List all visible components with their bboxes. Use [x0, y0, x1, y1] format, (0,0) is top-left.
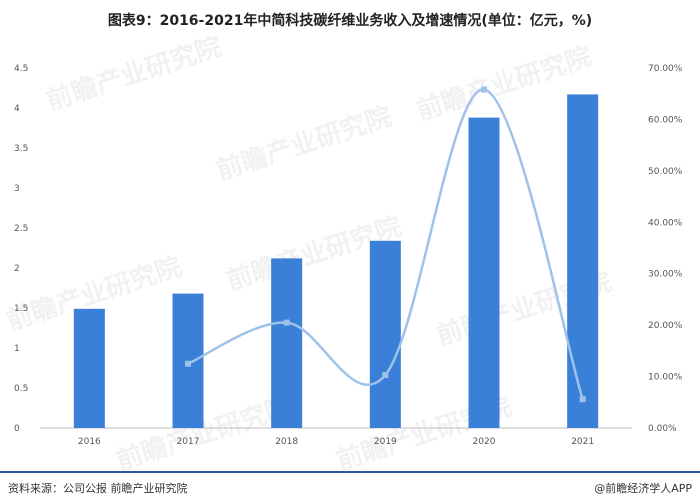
growth-point-2020 [481, 86, 487, 93]
left-tick-label: 3 [14, 184, 20, 194]
left-tick-label: 0 [14, 424, 20, 434]
x-axis: 2016 2017 2018 2019 2020 2021 [78, 437, 594, 447]
right-tick-label: 10.00% [648, 373, 683, 383]
left-tick-label: 4.5 [14, 64, 28, 74]
bar-2021 [567, 94, 599, 429]
right-tick-label: 20.00% [648, 321, 683, 331]
right-tick-label: 50.00% [648, 167, 683, 177]
growth-point-2018 [283, 319, 290, 326]
watermark-text: 前瞻产业研究院 [113, 391, 296, 471]
left-tick-label: 1 [14, 344, 20, 354]
bar-2016 [73, 308, 105, 428]
growth-point-2017 [185, 360, 191, 367]
left-tick-label: 1.5 [14, 304, 28, 314]
right-tick-label: 70.00% [648, 64, 683, 74]
x-tick-label: 2018 [275, 437, 298, 447]
source-note: 资料来源：公司公报 前瞻产业研究院 [8, 482, 188, 495]
growth-rate-points [185, 86, 586, 403]
left-tick-label: 2.5 [14, 224, 28, 234]
footer: 资料来源：公司公报 前瞻产业研究院 @前瞻经济学人APP [0, 471, 700, 501]
x-tick-label: 2019 [374, 437, 397, 447]
left-tick-label: 4 [14, 104, 20, 114]
x-tick-label: 2016 [78, 437, 101, 447]
bar-2019 [369, 240, 401, 428]
right-tick-label: 0.00% [648, 424, 677, 434]
bar-2018 [271, 258, 303, 428]
right-axis: 0.00% 10.00% 20.00% 30.00% 40.00% 50.00% 60.00… [648, 64, 683, 434]
brand-label: @前瞻经济学人APP [594, 482, 692, 495]
right-tick-label: 30.00% [648, 270, 683, 280]
growth-point-2021 [579, 396, 586, 403]
bar-2020 [468, 117, 500, 428]
right-tick-label: 60.00% [648, 115, 683, 125]
left-tick-label: 2 [14, 264, 20, 274]
left-tick-label: 3.5 [14, 144, 28, 154]
watermark-text: 前瞻产业研究院 [213, 101, 396, 187]
x-tick-label: 2021 [571, 437, 594, 447]
bar-series [73, 94, 599, 429]
left-tick-label: 0.5 [14, 384, 28, 394]
right-tick-label: 40.00% [648, 218, 683, 228]
x-tick-label: 2020 [473, 437, 496, 447]
left-axis: 0 0.5 1 1.5 2 2.5 3 3.5 4 4.5 [14, 64, 28, 434]
watermark-text: 前瞻产业研究院 [43, 31, 226, 117]
chart-title: 图表9：2016-2021年中简科技碳纤维业务收入及增速情况(单位：亿元，%) [107, 13, 593, 29]
growth-point-2019 [382, 372, 389, 379]
x-tick-label: 2017 [177, 437, 200, 447]
